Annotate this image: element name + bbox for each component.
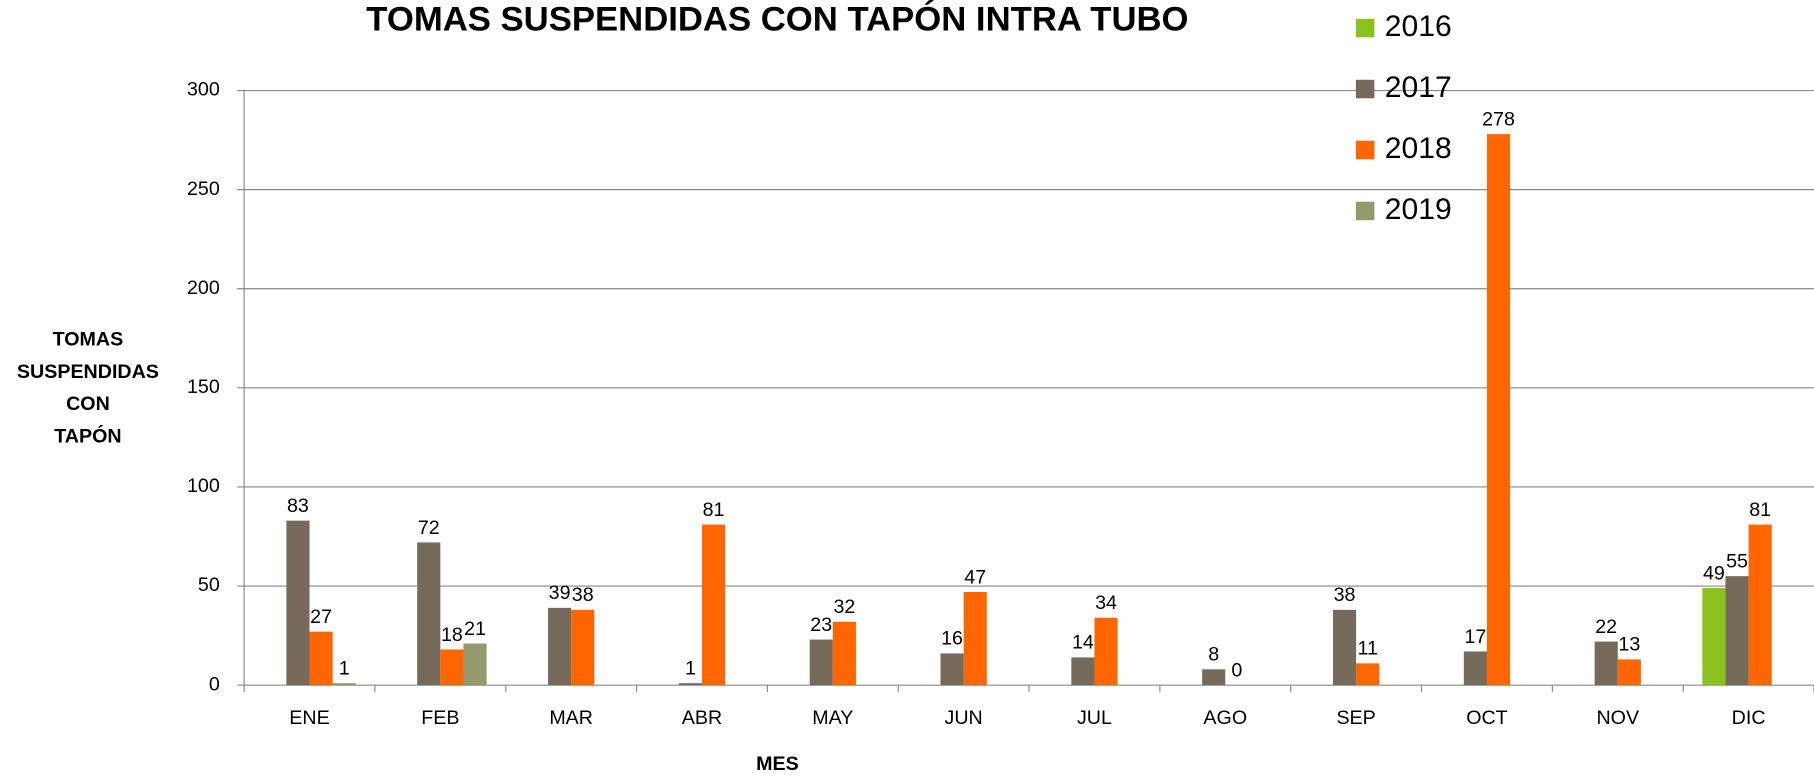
bar: [1702, 588, 1726, 686]
x-axis-label: MES: [756, 753, 799, 775]
bar: [1617, 659, 1641, 686]
x-tick-label: JUL: [1077, 707, 1112, 729]
x-tick-label: MAR: [549, 707, 593, 729]
x-tick-label: ENE: [289, 707, 329, 729]
data-label: 22: [1595, 616, 1617, 638]
legend-label: 2017: [1385, 71, 1452, 104]
y-tick-label: 50: [198, 574, 220, 596]
data-label: 81: [1749, 499, 1771, 521]
x-tick-label: SEP: [1336, 707, 1375, 729]
data-label: 72: [418, 517, 440, 539]
data-label: 11: [1357, 638, 1377, 660]
bar: [940, 653, 964, 686]
data-label: 23: [810, 614, 832, 636]
legend-label: 2016: [1385, 10, 1452, 43]
data-label: 278: [1482, 108, 1515, 130]
bar: [417, 542, 441, 686]
data-label: 0: [1231, 659, 1242, 681]
bar: [571, 609, 595, 686]
bar: [548, 607, 572, 686]
x-tick-label: AGO: [1203, 707, 1247, 729]
legend-swatch: [1355, 79, 1375, 99]
bar: [1202, 669, 1226, 686]
bar: [1463, 651, 1487, 686]
bar: [678, 683, 702, 686]
data-label: 38: [1334, 584, 1356, 606]
bar: [1071, 657, 1095, 686]
data-label: 17: [1464, 626, 1486, 648]
x-tick-label: FEB: [421, 707, 459, 729]
bar: [440, 649, 464, 686]
legend-swatch: [1355, 140, 1375, 160]
bar: [286, 520, 310, 686]
data-label: 38: [572, 584, 594, 606]
bar: [1332, 609, 1357, 686]
data-label: 1: [685, 657, 696, 679]
legend-label: 2019: [1385, 193, 1452, 226]
data-label: 16: [941, 628, 963, 650]
bar: [332, 683, 356, 686]
data-label: 47: [964, 566, 986, 588]
bar: [1356, 663, 1380, 686]
bar: [1094, 617, 1118, 686]
data-label: 21: [464, 618, 486, 640]
data-label: 27: [310, 606, 332, 628]
data-label: 34: [1095, 592, 1117, 614]
x-tick-label: ABR: [682, 707, 722, 729]
data-label: 18: [441, 624, 463, 646]
data-label: 1: [339, 657, 350, 679]
legend-swatch: [1355, 201, 1375, 221]
data-label: 55: [1726, 550, 1748, 572]
x-tick-label: DIC: [1732, 707, 1766, 729]
y-tick-label: 300: [187, 79, 220, 101]
bar: [309, 631, 333, 686]
bar: [1594, 641, 1618, 686]
bar: [832, 621, 856, 686]
legend-label: 2018: [1385, 132, 1452, 165]
x-tick-label: MAY: [812, 707, 853, 729]
y-tick-label: 250: [187, 178, 220, 200]
bar: [701, 524, 726, 686]
x-tick-label: NOV: [1596, 707, 1639, 729]
data-label: 14: [1072, 632, 1094, 654]
x-tick-label: OCT: [1466, 707, 1508, 729]
chart-title: TOMAS SUSPENDIDAS CON TAPÓN INTRA TUBO: [366, 0, 1188, 38]
data-label: 81: [703, 499, 725, 521]
data-label: 39: [549, 582, 571, 604]
data-label: 83: [287, 495, 309, 517]
bar: [463, 643, 487, 686]
data-label: 8: [1208, 644, 1219, 666]
bar: [963, 592, 987, 686]
bar: [1486, 134, 1511, 686]
y-axis-label: TOMAS SUSPENDIDAS CON TAPÓN: [17, 329, 159, 448]
y-tick-label: 0: [209, 673, 220, 695]
y-tick-label: 200: [187, 277, 220, 299]
bar: [1748, 524, 1772, 686]
bar: [1725, 576, 1749, 686]
legend-swatch: [1355, 18, 1375, 38]
data-label: 13: [1618, 634, 1640, 656]
y-tick-label: 100: [187, 475, 220, 497]
bar: [809, 639, 833, 686]
data-label: 49: [1703, 562, 1725, 584]
y-tick-label: 150: [187, 376, 220, 398]
data-label: 32: [833, 596, 855, 618]
x-tick-label: JUN: [945, 707, 983, 729]
